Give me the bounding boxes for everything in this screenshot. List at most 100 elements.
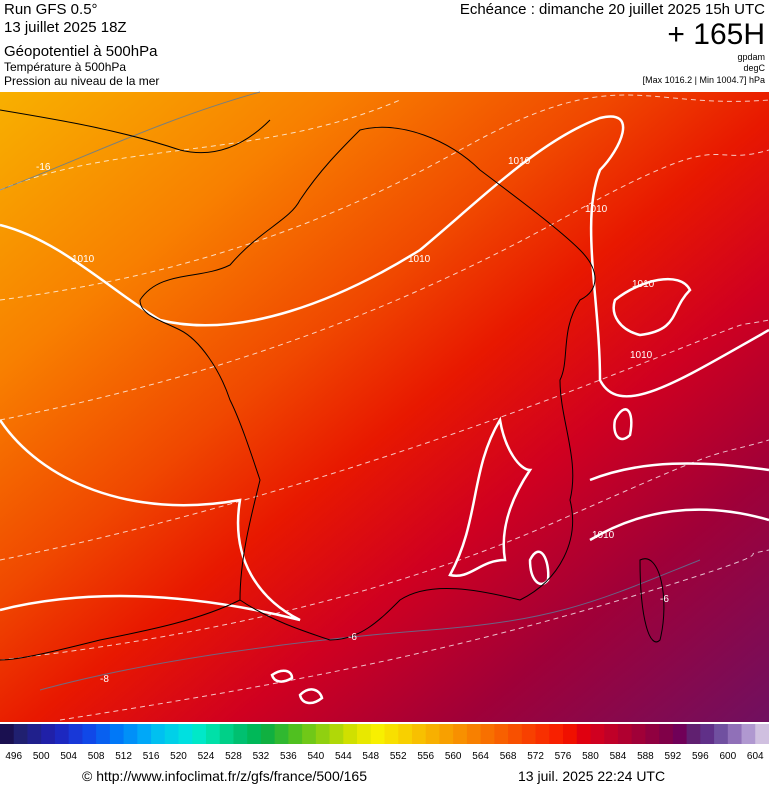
pressure-range: [Max 1016.2 | Min 1004.7] hPa	[643, 75, 765, 85]
color-swatch	[151, 724, 166, 744]
scale-label: 504	[60, 751, 77, 762]
field: Température à 500hPa	[4, 60, 126, 74]
field: Pression au niveau de la mer	[4, 74, 159, 88]
scale-label: 552	[390, 751, 407, 762]
scale-label: 584	[610, 751, 627, 762]
run: 13 juillet 2025 18Z	[4, 19, 127, 36]
color-swatch	[425, 724, 440, 744]
temperature-field	[0, 92, 769, 722]
scale-label: 548	[362, 751, 379, 762]
color-swatch	[700, 724, 715, 744]
color-swatch	[27, 724, 42, 744]
temperature-contours	[0, 94, 769, 721]
color-swatch	[384, 724, 399, 744]
color-swatch	[82, 724, 97, 744]
scale-label: 588	[637, 751, 654, 762]
color-swatch	[247, 724, 262, 744]
scale-label: 532	[253, 751, 270, 762]
scale-label: 580	[582, 751, 599, 762]
color-swatch	[617, 724, 633, 744]
color-swatch	[604, 724, 619, 744]
color-swatch	[68, 724, 83, 744]
color-swatch	[315, 724, 331, 744]
contour-label: 1010	[630, 350, 653, 361]
color-swatch	[535, 724, 550, 744]
color-swatch	[672, 724, 688, 744]
color-swatch	[631, 724, 646, 744]
color-swatch	[755, 724, 769, 744]
model: Run GFS 0.5°	[4, 1, 98, 18]
scale-label: 512	[115, 751, 132, 762]
color-swatch	[549, 724, 564, 744]
unit: degC	[743, 63, 765, 73]
pressure-contours	[0, 115, 769, 705]
color-swatch	[645, 724, 660, 744]
color-swatch	[686, 724, 701, 744]
contour-label: 1010	[72, 254, 95, 265]
contour-label: 1010	[408, 254, 431, 265]
color-swatch	[659, 724, 674, 744]
color-swatch	[54, 724, 70, 744]
scale-label: 496	[5, 751, 22, 762]
color-swatch	[274, 724, 289, 744]
field: Géopotentiel à 500hPa	[4, 43, 158, 60]
color-swatch	[164, 724, 180, 744]
contour-label: -6	[348, 632, 357, 643]
color-swatch	[576, 724, 591, 744]
color-swatch	[343, 724, 358, 744]
scale-label: 524	[198, 751, 215, 762]
color-swatch	[219, 724, 234, 744]
scale-label: 540	[307, 751, 324, 762]
color-swatch	[370, 724, 385, 744]
contour-label: -16	[36, 162, 51, 173]
geopotential-contours	[0, 91, 701, 691]
color-swatch	[329, 724, 344, 744]
lead-time: + 165H	[667, 18, 765, 51]
color-swatch	[727, 724, 743, 744]
contour-label: 1010	[508, 156, 531, 167]
scale-label: 536	[280, 751, 297, 762]
scale-label: 560	[445, 751, 462, 762]
color-swatch	[453, 724, 468, 744]
valid-time: Echéance : dimanche 20 juillet 2025 15h …	[460, 1, 765, 18]
color-swatch	[590, 724, 605, 744]
source-url: © http://www.infoclimat.fr/z/gfs/france/…	[82, 768, 367, 784]
contour-label: 1010	[592, 530, 615, 541]
color-swatch	[109, 724, 125, 744]
coastlines	[0, 109, 665, 661]
timestamp: 13 juil. 2025 22:24 UTC	[518, 768, 665, 784]
color-swatch	[13, 724, 28, 744]
scale-label: 508	[88, 751, 105, 762]
color-swatch	[466, 724, 482, 744]
color-swatch	[96, 724, 111, 744]
scale-label: 604	[747, 751, 764, 762]
scale-label: 596	[692, 751, 709, 762]
color-swatch	[521, 724, 537, 744]
scale-label: 516	[143, 751, 160, 762]
scale-label: 572	[527, 751, 544, 762]
color-swatch	[205, 724, 221, 744]
color-swatch	[260, 724, 276, 744]
color-swatch	[233, 724, 248, 744]
color-swatch	[357, 724, 372, 744]
color-swatch	[178, 724, 193, 744]
color-swatch	[741, 724, 756, 744]
color-swatch	[398, 724, 413, 744]
color-swatch	[508, 724, 523, 744]
color-swatch	[192, 724, 207, 744]
scale-label: 556	[417, 751, 434, 762]
scale-label: 600	[719, 751, 736, 762]
color-swatch	[563, 724, 578, 744]
color-swatch	[439, 724, 454, 744]
map: 1010 1010 1010 1010 1010 1010 1010 -16 -…	[0, 91, 769, 722]
unit: gpdam	[737, 52, 765, 62]
color-swatch	[123, 724, 138, 744]
scale-label: 568	[500, 751, 517, 762]
contour-label: -6	[660, 594, 669, 605]
scale-label: 564	[472, 751, 489, 762]
contour-label: 1010	[632, 279, 655, 290]
color-scale: 496 500 504 508 512 516 520 524 528 532 536 540 544 5…	[0, 724, 769, 762]
color-swatch	[288, 724, 303, 744]
color-swatch	[137, 724, 152, 744]
